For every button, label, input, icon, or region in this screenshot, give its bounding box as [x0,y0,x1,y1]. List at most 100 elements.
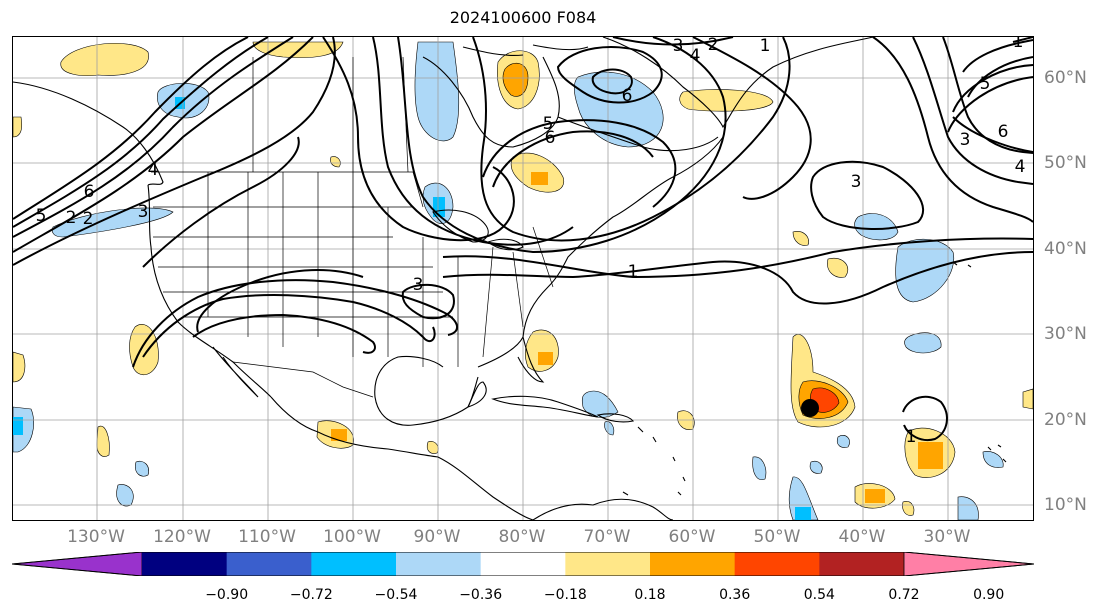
colorbar-tick-label: −0.54 [374,587,418,603]
contour-line [902,395,948,441]
contour-line [591,68,633,95]
contour-label: 1 [760,37,771,56]
contour-label: 6 [545,128,556,148]
latitude-label: 60°N [1044,68,1087,88]
contour-line [13,37,249,220]
contour-line [967,56,1033,98]
colorbar-segment [396,552,482,576]
colorbar-segment [142,552,228,576]
florida [477,335,545,383]
shade-positive [1022,388,1033,410]
shade-positive [330,156,341,168]
shade-negative-core [13,417,23,435]
contour-line [952,64,1033,113]
shade-positive-core [865,489,885,503]
longitude-label: 70°W [583,527,631,547]
longitude-label: 110°W [238,527,296,547]
colorbar-segment [565,552,651,576]
shade-positive [902,501,915,516]
hudson-bay [422,56,560,148]
shade-positive-core [538,352,553,365]
arctic-islands [462,44,589,56]
contour-line [13,37,314,253]
shade-positive [679,89,774,112]
contour-line [372,37,574,246]
contour-line [942,37,1033,154]
contour-labels: 1 2 3 4 5 6 3 4 2 1 6 5 6 5 3 6 4 3 1 3 … [36,37,1026,447]
contour-label: 1 [628,262,639,282]
colorbar-tick-label: 0.18 [634,587,666,603]
longitude-label: 60°W [668,527,716,547]
lake-erie [486,238,524,251]
longitude-label: 90°W [413,527,461,547]
contour-label: 3 [673,37,684,56]
map-title: 2024100600 F084 [449,8,597,27]
latitude-label: 10°N [1044,495,1087,515]
latitude-label: 40°N [1044,239,1087,259]
shade-positive-core [918,442,943,469]
yucatan [467,381,487,408]
contour-label: 3 [960,130,971,150]
contour-label: 6 [998,122,1009,142]
shade-negative [604,421,615,436]
contour-label: 5 [980,74,991,94]
contour-line [912,37,1033,185]
storm-center-marker [801,399,819,417]
contour-line [142,294,436,358]
mexico-pacific-coast [270,396,439,458]
contour-label: 5 [36,206,47,226]
longitude-label: 40°W [838,527,886,547]
colorbar-tick-label: 0.36 [719,587,751,603]
colorbar [12,552,1034,576]
colorbar-tick-label: −0.90 [205,587,249,603]
colorbar-tick-label: −0.18 [543,587,587,603]
longitude-label: 30°W [923,527,971,547]
contour-line [472,37,791,242]
latitude-label: 50°N [1044,153,1087,173]
contour-label: 3 [138,202,149,222]
contour-line [810,160,924,230]
shade-negative [752,456,767,480]
west-coast [147,184,272,398]
contour-label: 2 [83,209,94,229]
contour-lines [13,37,1033,441]
shade-negative [573,71,664,148]
contour-label: 2 [66,208,77,228]
shade-negative [854,213,899,241]
shade-negative [414,41,460,142]
shade-positive [792,231,809,246]
hispaniola [596,413,635,423]
contour-label: 2 [708,37,719,55]
contour-line [442,237,1033,279]
latitude-label: 20°N [1044,410,1087,430]
shade-positive [524,329,559,372]
cape-verde [987,444,1007,463]
shade-negative [904,332,942,354]
colorbar-segment [311,552,397,576]
contour-label: 5 [543,114,554,134]
colorbar-segment [734,552,820,576]
contour-line [872,37,1033,223]
contour-label: 4 [690,46,701,66]
colorbar-tick-label: −0.72 [289,587,333,603]
map-canvas: 1 2 3 4 5 6 3 4 2 1 6 5 6 5 3 6 4 3 1 3 … [13,37,1033,520]
cuba [491,395,599,418]
alaska-coast [13,81,164,186]
shade-positive [60,43,149,76]
colorbar-segment [650,552,736,576]
central-america [437,456,534,520]
shade-negative-core [795,507,811,520]
east-coast [522,136,724,338]
shade-positive [13,351,26,383]
colorbar-extension-high [903,552,1034,576]
contour-line [492,130,654,188]
shade-negative [836,435,850,448]
caribbean-islands [622,426,686,496]
longitude-label: 130°W [67,527,125,547]
contour-line [13,37,269,228]
shade-positive-core [331,429,347,441]
colorbar-tick-label: 0.54 [803,587,835,603]
contour-line [401,283,455,320]
colorbar-segment [226,552,312,576]
south-america [532,498,674,520]
